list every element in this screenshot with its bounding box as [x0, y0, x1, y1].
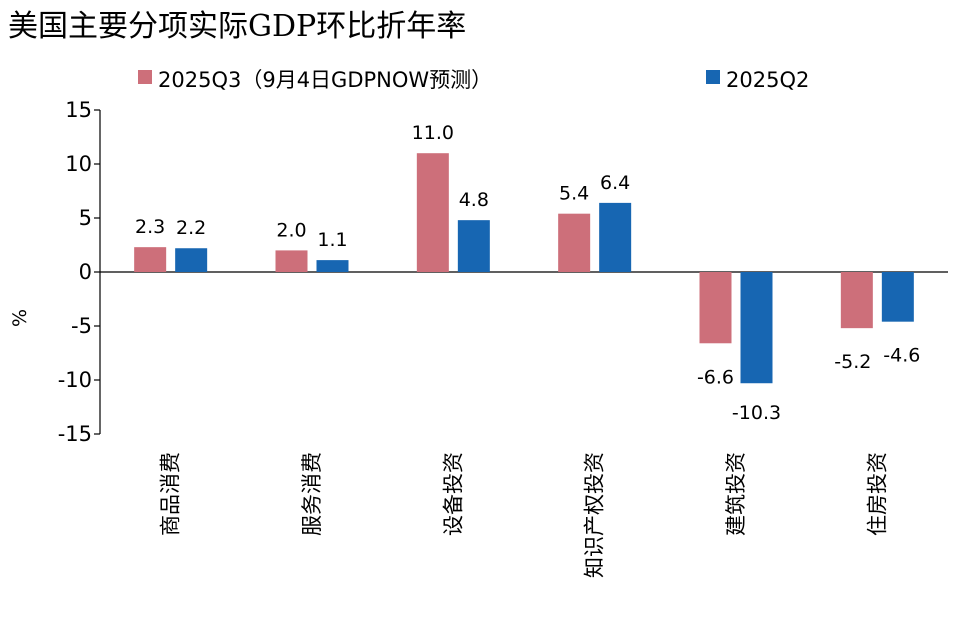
bar-q3: [134, 247, 167, 272]
bar-q2: [599, 202, 632, 272]
value-label: -10.3: [732, 402, 781, 424]
bar-q2: [457, 220, 490, 272]
legend: 2025Q3（9月4日GDPNOW预测） 2025Q2: [138, 68, 809, 92]
bar-q3: [699, 272, 732, 344]
legend-label-2025q2: 2025Q2: [726, 68, 809, 92]
legend-swatch-2025q2: [706, 70, 720, 84]
value-label: -5.2: [834, 351, 871, 373]
category-label: 服务消费: [300, 452, 324, 536]
bar-q2: [740, 272, 773, 384]
value-label: 2.0: [276, 219, 306, 241]
value-label: -6.6: [697, 366, 734, 388]
chart-title: 美国主要分项实际GDP环比折年率: [8, 9, 466, 44]
category-label: 建筑投资: [724, 452, 748, 536]
y-tick-label: 10: [65, 152, 92, 176]
value-label: 4.8: [459, 189, 489, 211]
y-tick-label: 5: [79, 206, 92, 230]
y-tick-label: -5: [71, 314, 92, 338]
category-label: 住房投资: [865, 452, 889, 536]
value-label: -4.6: [883, 345, 920, 367]
legend-swatch-2025q3: [138, 70, 152, 84]
bar-q2: [881, 272, 914, 322]
bars: [134, 153, 914, 384]
value-label: 6.4: [600, 172, 630, 194]
bar-q3: [558, 213, 591, 272]
category-labels: 商品消费 服务消费 设备投资 知识产权投资 建筑投资 住房投资: [159, 452, 890, 578]
category-label: 知识产权投资: [583, 452, 607, 578]
legend-label-2025q3: 2025Q3（9月4日GDPNOW预测）: [158, 68, 492, 92]
bar-q3: [416, 153, 449, 272]
value-label: 5.4: [559, 183, 589, 205]
value-label: 1.1: [317, 229, 347, 251]
value-label: 2.2: [176, 217, 206, 239]
y-tick-label: 0: [79, 260, 92, 284]
y-tick-label: 15: [65, 98, 92, 122]
category-label: 设备投资: [441, 452, 465, 536]
bar-q2: [316, 260, 349, 272]
y-axis: 15 10 5 0 -5 -10 -15: [58, 98, 101, 446]
value-label: 2.3: [135, 216, 165, 238]
bar-q2: [175, 248, 208, 272]
bar-q3: [840, 272, 873, 329]
y-tick-label: -10: [58, 368, 92, 392]
value-labels: 2.3 2.2 2.0 1.1 11.0 4.8 5.4 6.4 -6.6 -10.3 -5.2 -4…: [135, 122, 920, 424]
category-label: 商品消费: [159, 452, 183, 536]
value-label: 11.0: [412, 122, 454, 144]
bar-q3: [275, 250, 308, 272]
y-axis-label: %: [9, 309, 31, 327]
y-tick-label: -15: [58, 422, 92, 446]
